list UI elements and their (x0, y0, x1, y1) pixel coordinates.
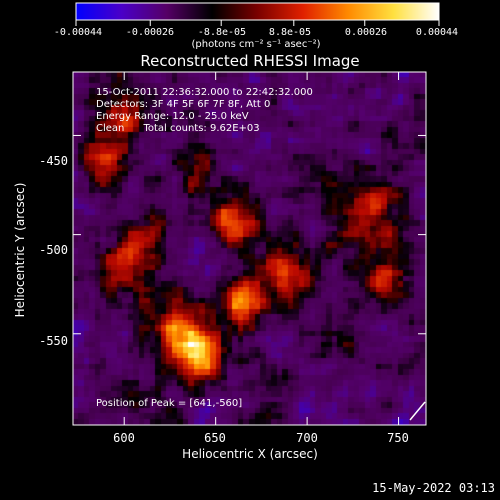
x-tick-label-750: 750 (387, 431, 409, 445)
colorbar-gradient (75, 2, 440, 21)
x-tick-label-700: 700 (296, 431, 318, 445)
colorbar-tick-label-1: -0.00026 (125, 27, 175, 38)
x-axis-title: Heliocentric X (arcsec) (182, 447, 318, 461)
colorbar-tick-label-4: 0.00026 (344, 27, 388, 38)
x-axis-ticks (123, 72, 400, 425)
info-line-time: 15-Oct-2011 22:36:32.000 to 22:42:32.000 (96, 87, 313, 98)
y-tick-label-550: -550 (39, 334, 68, 348)
info-line-counts: Clean Total counts: 9.62E+03 (96, 123, 260, 134)
colorbar-units-label: (photons cm⁻² s⁻¹ asec⁻²) (191, 39, 321, 50)
y-tick-label-450: -450 (39, 154, 68, 168)
plot-frame (72, 71, 427, 426)
info-line-detectors: Detectors: 3F 4F 5F 6F 7F 8F, Att 0 (96, 99, 271, 110)
x-tick-label-600: 600 (113, 431, 135, 445)
colorbar-ticks (75, 20, 440, 26)
y-axis-title: Heliocentric Y (arcsec) (13, 182, 27, 318)
heatmap-image (73, 72, 426, 425)
colorbar (75, 2, 440, 26)
plot-title: Reconstructed RHESSI Image (140, 52, 360, 70)
colorbar-tick-label-2: -8.8e-05 (197, 27, 247, 38)
x-tick-label-650: 650 (204, 431, 226, 445)
colorbar-tick-label-3: 8.8e-05 (268, 27, 312, 38)
y-axis-ticks (73, 134, 426, 335)
colorbar-tick-label-5: 0.00044 (415, 27, 459, 38)
render-timestamp: 15-May-2022 03:13 (372, 481, 495, 495)
peak-position-label: Position of Peak = [641,-560] (96, 398, 243, 409)
colorbar-tick-label-0: -0.00044 (53, 27, 103, 38)
y-tick-label-500: -500 (39, 243, 68, 257)
info-line-energy: Energy Range: 12.0 - 25.0 keV (96, 111, 249, 122)
limb-segment (409, 401, 426, 421)
